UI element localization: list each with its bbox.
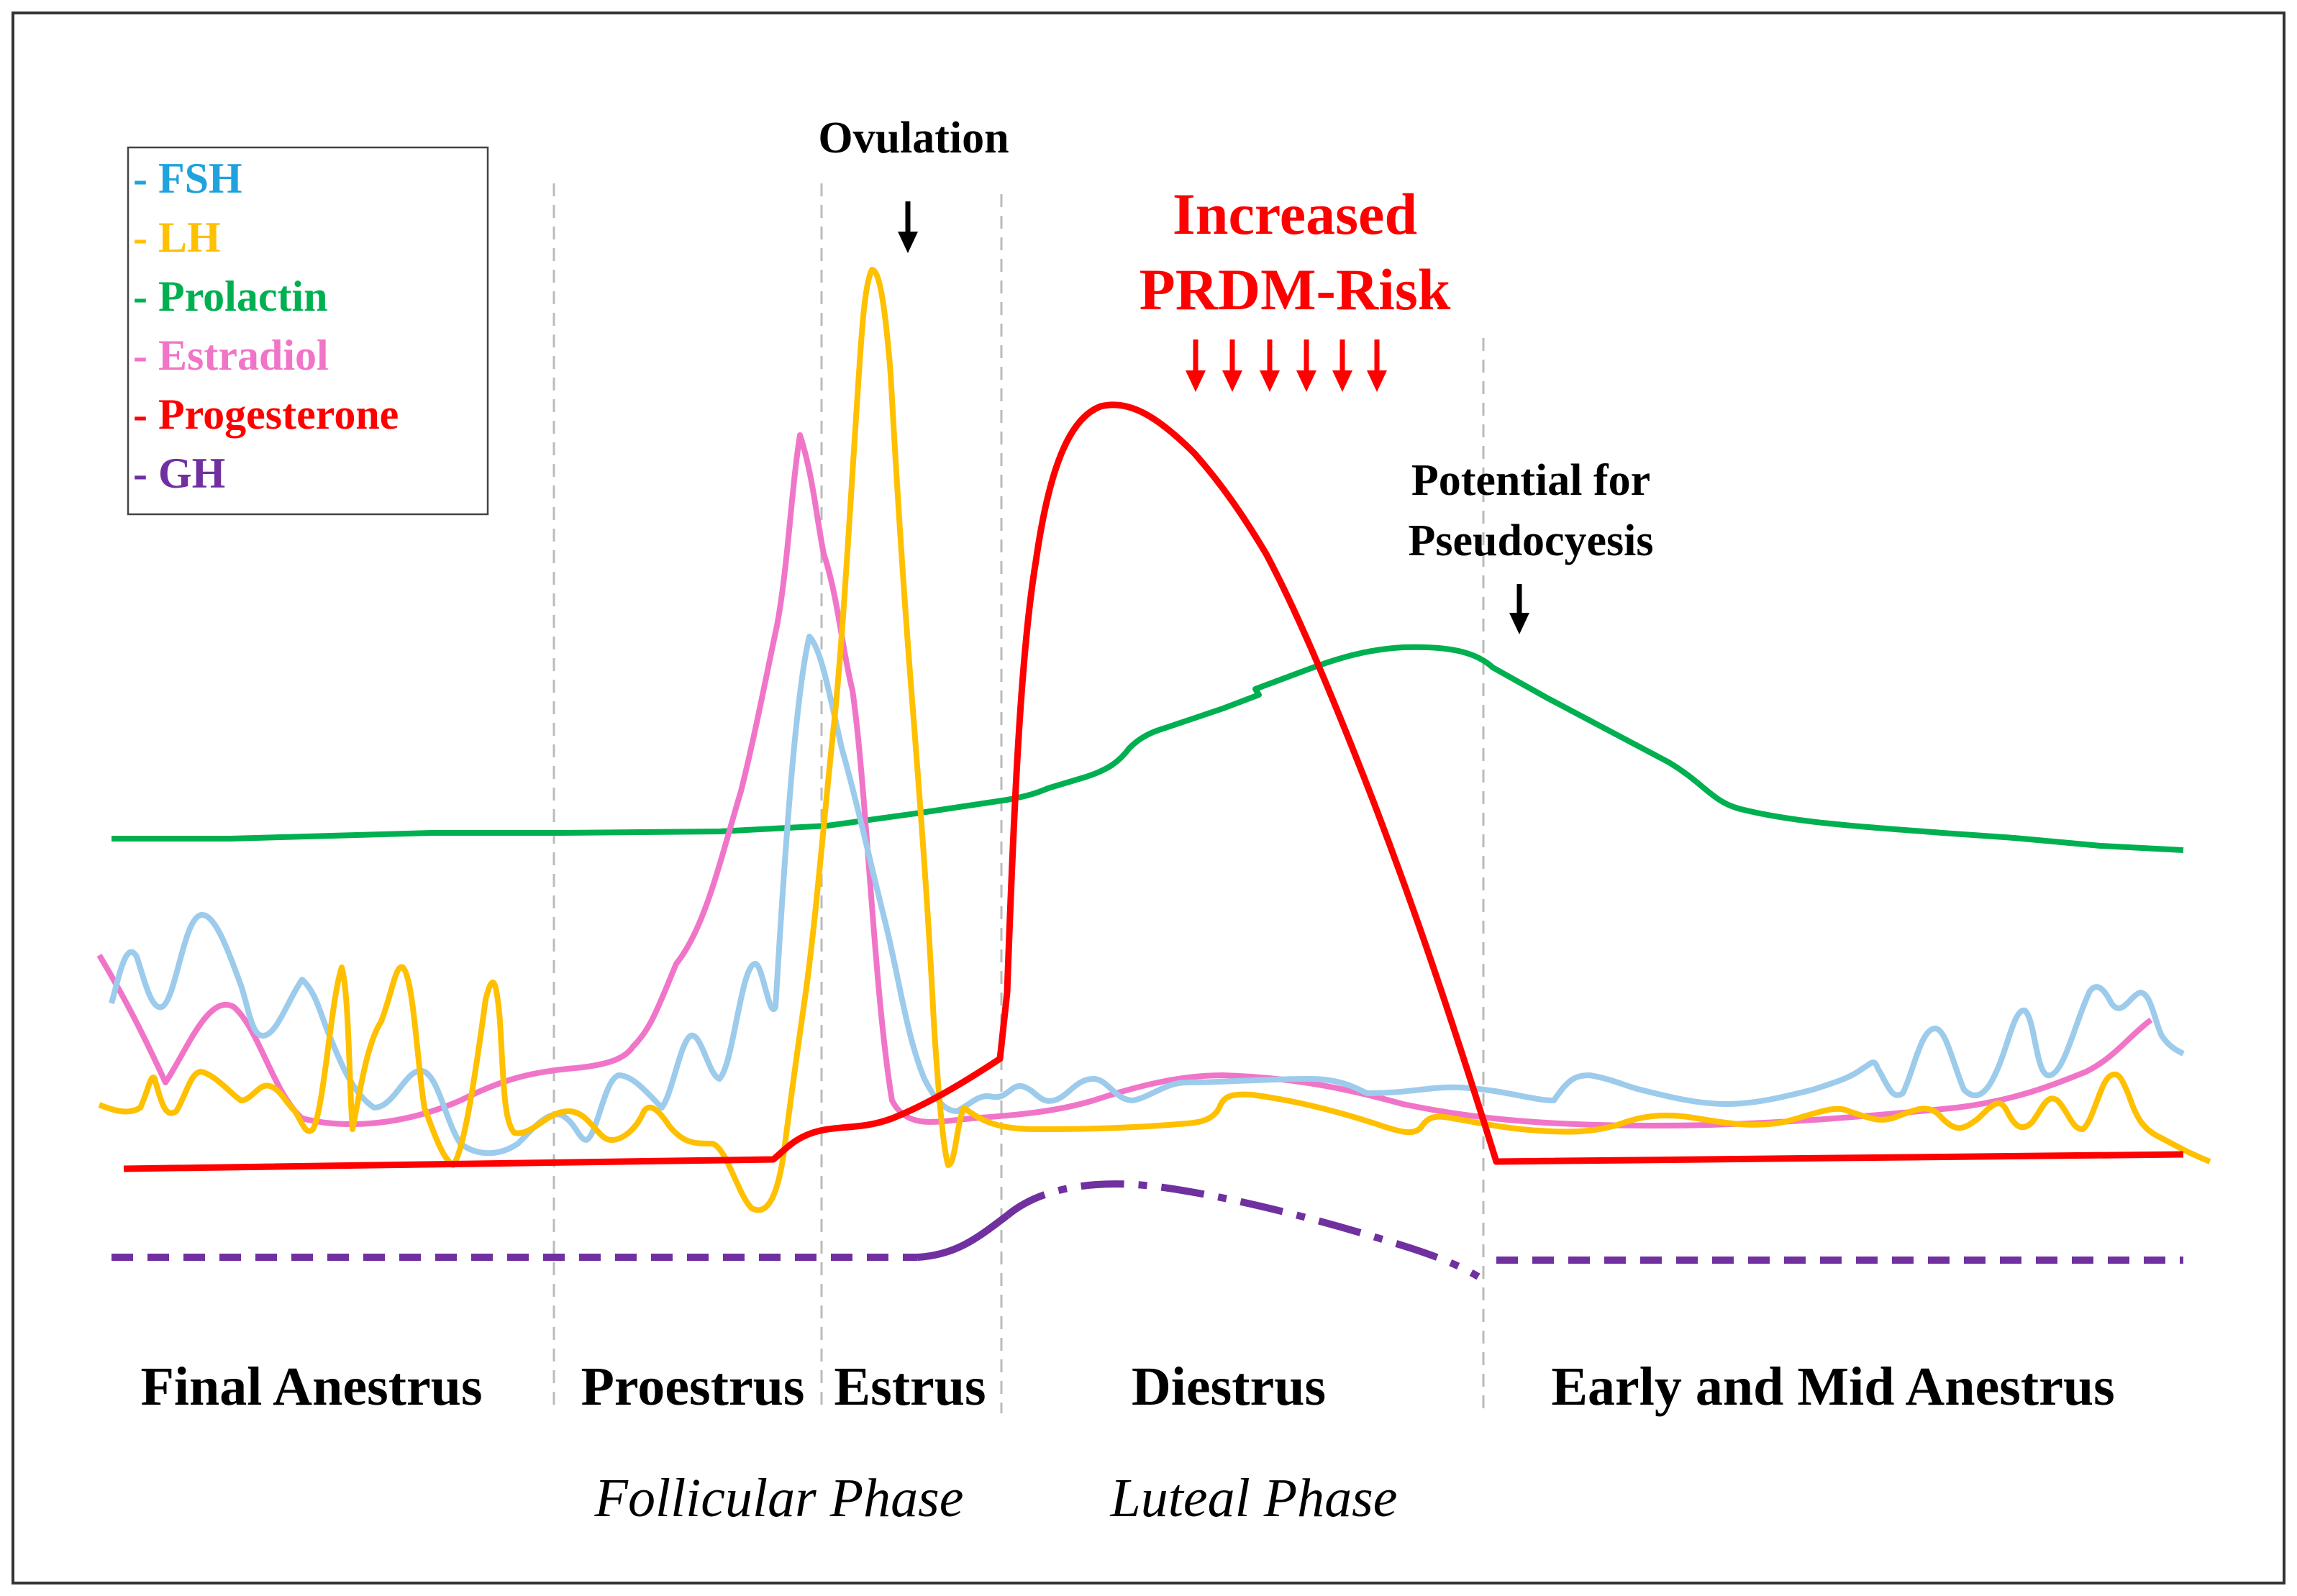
phase-diestrus: Diestrus xyxy=(1132,1356,1326,1417)
prolactin-curve xyxy=(112,644,2184,853)
legend-item-lh: - LH xyxy=(133,214,221,261)
phase-proestrus: Proestrus xyxy=(581,1356,805,1417)
legend-item-prolactin: - Prolactin xyxy=(133,273,328,320)
gh-curve xyxy=(112,1180,2183,1280)
risk-arrow-icon xyxy=(1260,339,1280,392)
gh-curve-luteal xyxy=(1004,1180,1480,1280)
phase-estrus: Estrus xyxy=(834,1356,986,1417)
fsh-curve xyxy=(109,634,2185,1157)
phase-dividers xyxy=(552,183,1485,1413)
legend: - FSH - LH - Prolactin - Estradiol - Pro… xyxy=(127,146,489,516)
progesterone-curve xyxy=(123,401,2184,1172)
pseudocyesis-arrow-icon xyxy=(1509,584,1529,634)
estradiol-curve xyxy=(96,432,2153,1128)
pseudocyesis-label-line2: Pseudocyesis xyxy=(1409,516,1654,565)
lh-curve xyxy=(98,267,2211,1213)
risk-label-line2: PRDM-Risk xyxy=(1140,257,1451,322)
risk-arrow-icon xyxy=(1186,339,1206,392)
pseudocyesis-label-line1: Potential for xyxy=(1411,456,1650,505)
risk-arrow-icon xyxy=(1367,339,1387,392)
risk-arrow-icon xyxy=(1296,339,1316,392)
risk-arrow-icon xyxy=(1222,339,1242,392)
gh-curve-rise xyxy=(916,1213,1010,1261)
phase-final-anestrus: Final Anestrus xyxy=(140,1356,482,1417)
legend-item-progesterone: - Progesterone xyxy=(133,391,399,438)
ovulation-arrow-icon xyxy=(898,201,918,253)
risk-label-line1: Increased xyxy=(1173,181,1417,247)
risk-arrows xyxy=(1186,339,1387,392)
legend-item-gh: - GH xyxy=(133,450,225,497)
legend-box xyxy=(127,146,489,516)
super-phase-luteal: Luteal Phase xyxy=(1110,1468,1398,1528)
legend-item-estradiol: - Estradiol xyxy=(133,332,329,379)
super-phase-follicular: Follicular Phase xyxy=(594,1468,964,1528)
legend-item-fsh: - FSH xyxy=(133,155,242,202)
risk-arrow-icon xyxy=(1332,339,1352,392)
phase-early-mid-anestrus: Early and Mid Anestrus xyxy=(1551,1356,2114,1417)
ovulation-label: Ovulation xyxy=(818,114,1009,163)
